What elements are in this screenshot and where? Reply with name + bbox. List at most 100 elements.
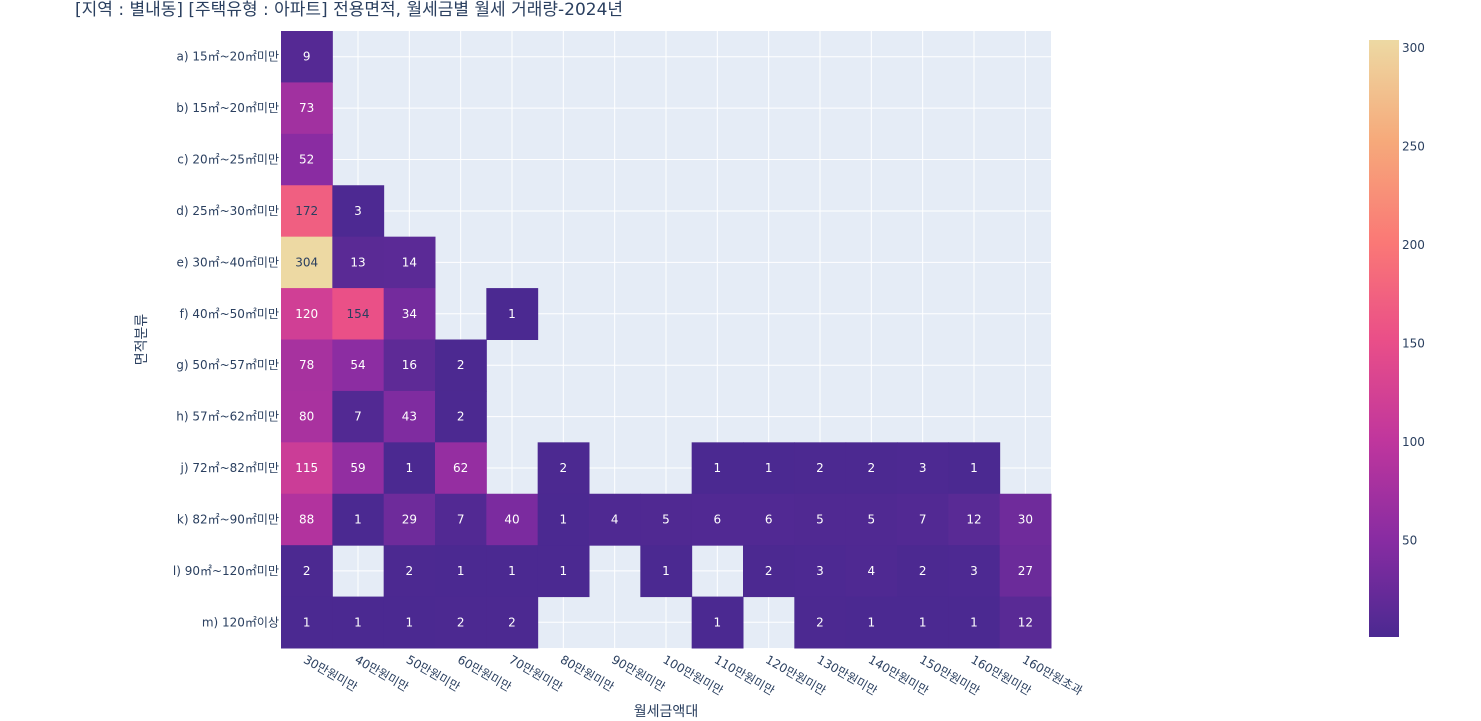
- y-tick-label: a) 15㎡~20㎡미만: [176, 50, 279, 64]
- y-tick-label: e) 30㎡~40㎡미만: [176, 255, 279, 269]
- heatmap-cell: [332, 288, 385, 340]
- cell-value-label: 13: [350, 255, 365, 269]
- cell-value-label: 2: [457, 615, 465, 629]
- cell-value-label: 43: [402, 410, 417, 424]
- heatmap-cell: [435, 339, 487, 392]
- heatmap-cell: [281, 236, 333, 289]
- cell-value-label: 1: [970, 615, 978, 629]
- y-tick-label: m) 120㎡이상: [202, 615, 279, 629]
- cell-value-label: 3: [816, 564, 824, 578]
- cell-value-label: 2: [765, 564, 773, 578]
- heatmap-cell: [281, 493, 333, 546]
- heatmap-cell: [281, 545, 333, 598]
- x-tick-label: 30만원미만: [301, 652, 359, 694]
- cell-value-label: 1: [714, 461, 722, 475]
- y-tick-label: j) 72㎡~82㎡미만: [179, 461, 279, 475]
- heatmap-cell: [794, 493, 847, 546]
- x-tick-label: 90만원미만: [609, 652, 667, 694]
- cell-value-label: 1: [714, 615, 722, 629]
- cell-value-label: 59: [350, 461, 365, 475]
- cell-value-label: 1: [919, 615, 927, 629]
- heatmap-cell: [743, 545, 795, 598]
- heatmap-cell: [383, 545, 436, 598]
- heatmap-cell: [948, 545, 1001, 598]
- cell-value-label: 172: [295, 204, 318, 218]
- y-tick-label: l) 90㎡~120㎡미만: [173, 564, 279, 578]
- cell-value-label: 29: [402, 512, 417, 526]
- cell-value-label: 304: [295, 255, 318, 269]
- cell-value-label: 1: [457, 564, 465, 578]
- cell-value-label: 2: [457, 358, 465, 372]
- cell-value-label: 16: [402, 358, 417, 372]
- cell-value-label: 14: [402, 255, 417, 269]
- heatmap-cell: [640, 493, 693, 546]
- heatmap-cell: [897, 493, 949, 546]
- heatmap-cell: [281, 596, 333, 649]
- cell-value-label: 40: [504, 512, 519, 526]
- chart-title: [지역 : 별내동] [주택유형 : 아파트] 전용면적, 월세금별 월세 거래…: [75, 0, 623, 20]
- heatmap-cell: [281, 339, 333, 392]
- heatmap-cell: [281, 442, 333, 495]
- colorbar-tick-label: 250: [1402, 139, 1425, 153]
- cell-value-label: 3: [354, 204, 362, 218]
- cell-value-label: 1: [354, 615, 362, 629]
- colorbar: [1369, 40, 1399, 637]
- heatmap-cell: [435, 390, 487, 443]
- heatmap-cell: [383, 493, 436, 546]
- heatmap-cell: [845, 596, 898, 649]
- heatmap-cell: [435, 493, 487, 546]
- heatmap-cell: [794, 442, 847, 495]
- heatmap-cells: [281, 31, 1052, 649]
- heatmap-cell: [383, 442, 436, 495]
- heatmap-cell: [794, 596, 847, 649]
- heatmap-cell: [743, 442, 795, 495]
- heatmap-cell: [691, 493, 744, 546]
- cell-value-label: 73: [299, 101, 314, 115]
- heatmap-cell: [332, 596, 385, 649]
- heatmap-cell: [383, 339, 436, 392]
- heatmap-cell: [743, 493, 795, 546]
- heatmap-cell: [486, 596, 539, 649]
- heatmap-cell: [999, 545, 1052, 598]
- cell-value-label: 4: [611, 512, 619, 526]
- heatmap-cell: [486, 545, 539, 598]
- y-tick-label: h) 57㎡~62㎡미만: [176, 410, 279, 424]
- y-axis-ticks: a) 15㎡~20㎡미만 b) 15㎡~20㎡미만 c) 20㎡~25㎡미만 d) 2…: [173, 50, 279, 630]
- heatmap-cell: [383, 390, 436, 443]
- cell-value-label: 7: [354, 410, 362, 424]
- cell-value-label: 5: [868, 512, 876, 526]
- heatmap-cell: [845, 442, 898, 495]
- cell-value-label: 1: [662, 564, 670, 578]
- heatmap-cell: [332, 442, 385, 495]
- cell-value-label: 27: [1018, 564, 1033, 578]
- cell-value-label: 2: [303, 564, 311, 578]
- heatmap-cell: [281, 288, 333, 340]
- cell-value-label: 88: [299, 512, 314, 526]
- heatmap-cell: [332, 236, 385, 289]
- heatmap-cell: [332, 390, 385, 443]
- heatmap-cell: [332, 185, 385, 238]
- heatmap-cell: [845, 545, 898, 598]
- heatmap-cell: [948, 596, 1001, 649]
- y-tick-label: k) 82㎡~90㎡미만: [177, 512, 279, 526]
- cell-value-label: 1: [765, 461, 773, 475]
- heatmap-cell: [537, 493, 590, 546]
- heatmap-cell: [999, 596, 1052, 649]
- heatmap-cell: [897, 596, 949, 649]
- cell-value-label: 6: [765, 512, 773, 526]
- cell-value-label: 62: [453, 461, 468, 475]
- cell-value-label: 5: [662, 512, 670, 526]
- heatmap-cell: [332, 339, 385, 392]
- cell-value-label: 2: [816, 615, 824, 629]
- cell-value-label: 2: [919, 564, 927, 578]
- cell-value-label: 1: [303, 615, 311, 629]
- cell-value-label: 115: [295, 461, 318, 475]
- y-tick-label: b) 15㎡~20㎡미만: [176, 101, 279, 115]
- heatmap-cell: [383, 596, 436, 649]
- heatmap-cell: [281, 82, 333, 135]
- heatmap-cell: [537, 442, 590, 495]
- heatmap-cell: [281, 31, 333, 83]
- heatmap-cell: [691, 442, 744, 495]
- heatmap-cell: [281, 185, 333, 238]
